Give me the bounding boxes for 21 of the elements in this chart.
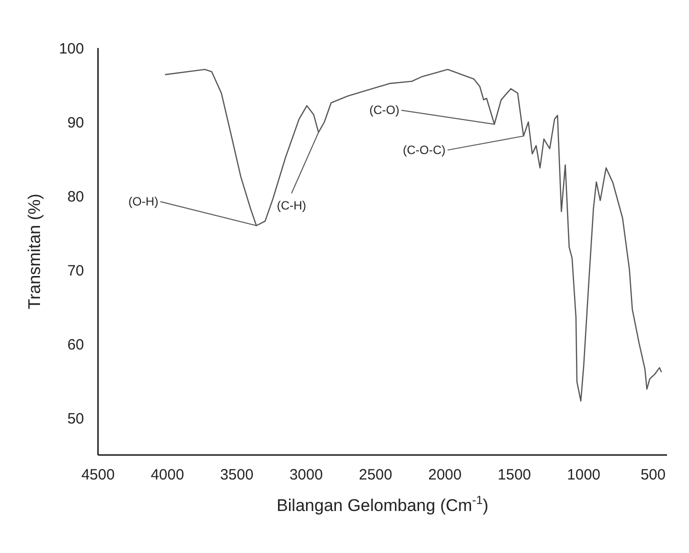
x-tick-label: 500 <box>640 466 666 484</box>
y-tick-label: 100 <box>58 40 84 58</box>
y-tick-label: 50 <box>67 410 84 428</box>
x-tick-label: 1000 <box>567 466 600 484</box>
y-tick-label: 90 <box>67 114 84 132</box>
annotation: (C-O-C) <box>402 143 446 158</box>
annotation: (O-H) <box>128 194 158 209</box>
y-tick-label: 80 <box>67 188 84 206</box>
x-tick-label: 2000 <box>428 466 462 484</box>
y-tick-label: 60 <box>67 336 84 354</box>
x-tick-label: 2500 <box>358 466 392 484</box>
x-axis-title: Bilangan Gelombang (Cm$^{-1}$) <box>276 493 488 515</box>
x-tick-label: 3500 <box>220 466 254 484</box>
annotation: (C-H) <box>276 198 306 212</box>
x-tick-label: 3000 <box>289 466 323 484</box>
annotation: (C-O) <box>369 103 400 118</box>
x-tick-label: 4500 <box>81 466 115 484</box>
y-tick-label: 70 <box>67 262 84 280</box>
y-axis-title: Transmitan (%) <box>25 194 44 310</box>
x-tick-label: 1500 <box>498 466 532 484</box>
x-tick-label: 4000 <box>150 466 184 484</box>
